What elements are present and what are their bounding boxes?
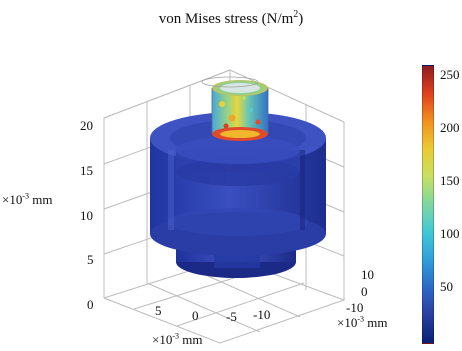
colorbar-tick-50: 50 bbox=[440, 279, 453, 294]
x-tick-neg10: -10 bbox=[253, 307, 271, 322]
plot-title-close: ) bbox=[298, 11, 304, 27]
z-tick-20: 20 bbox=[80, 118, 93, 133]
plot-title-sup: 2 bbox=[293, 9, 299, 20]
z-tick-10: 10 bbox=[80, 208, 93, 223]
z-tick-0: 0 bbox=[87, 297, 94, 312]
z-tick-15: 15 bbox=[80, 163, 93, 178]
y-tick-neg10: -10 bbox=[346, 300, 364, 315]
top-rim-outline bbox=[201, 76, 259, 88]
y-axis-unit-prefix: ×10 bbox=[337, 315, 358, 330]
x-axis-unit-exp: -3 bbox=[172, 331, 180, 341]
colorbar-gradient bbox=[422, 65, 434, 344]
colorbar-tick-200: 200 bbox=[440, 120, 460, 135]
y-tick-0: 0 bbox=[361, 284, 368, 299]
x-axis-unit-suffix: mm bbox=[179, 332, 203, 347]
z-tick-5: 5 bbox=[87, 252, 94, 267]
y-axis-unit-exp: -3 bbox=[357, 314, 365, 324]
z-axis-unit-exp: -3 bbox=[22, 191, 30, 201]
y-axis-unit-suffix: mm bbox=[364, 315, 388, 330]
main-body bbox=[150, 112, 326, 256]
x-tick-5: 5 bbox=[155, 303, 162, 318]
x-tick-0: 0 bbox=[192, 308, 199, 323]
colorbar: 250 200 150 100 50 bbox=[419, 62, 460, 344]
x-axis-unit-prefix: ×10 bbox=[152, 332, 173, 347]
z-axis-unit-suffix: mm bbox=[29, 192, 53, 207]
plot-title-text: von Mises stress (N/m bbox=[158, 11, 294, 27]
colorbar-tick-150: 150 bbox=[440, 173, 460, 188]
z-axis-unit: ×10-3 mm bbox=[2, 192, 53, 207]
colorbar-tick-250: 250 bbox=[440, 67, 460, 82]
z-axis-unit-prefix: ×10 bbox=[2, 192, 23, 207]
x-tick-neg5: -5 bbox=[226, 309, 237, 324]
y-axis-unit: ×10-3 mm bbox=[337, 315, 388, 330]
plot-title: von Mises stress (N/m2) bbox=[0, 10, 462, 28]
x-axis-unit: ×10-3 mm bbox=[152, 332, 203, 347]
top-cup bbox=[211, 80, 269, 141]
colorbar-tick-100: 100 bbox=[440, 226, 460, 241]
y-tick-10: 10 bbox=[361, 267, 374, 282]
